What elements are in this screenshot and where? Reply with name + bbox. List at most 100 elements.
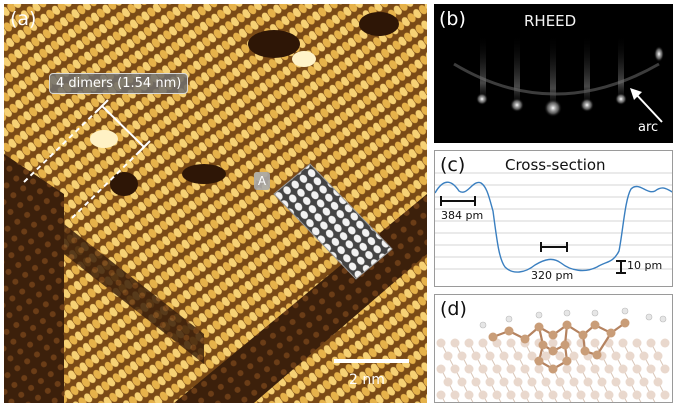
substrate-atom xyxy=(660,364,670,374)
substrate-atom xyxy=(625,351,635,361)
terrace-surface xyxy=(4,4,427,403)
substrate-atom xyxy=(534,364,544,374)
cross-section-plot xyxy=(435,172,672,274)
substrate-atom xyxy=(639,351,649,361)
substrate-atom xyxy=(506,364,516,374)
diffraction-spot xyxy=(510,98,524,112)
dimer-measure-line xyxy=(101,105,145,148)
substrate-atom xyxy=(660,390,670,400)
substrate-atom xyxy=(548,338,558,348)
substrate-atom xyxy=(604,390,614,400)
substrate-atom xyxy=(485,351,495,361)
panel-label: (d) xyxy=(440,298,467,320)
substrate-atom xyxy=(639,377,649,387)
panel-label: (a) xyxy=(10,8,37,30)
substrate-atom xyxy=(660,338,670,348)
height-profile xyxy=(435,181,672,273)
diffraction-spot xyxy=(654,46,664,62)
substrate-atom xyxy=(471,351,481,361)
substrate-atom xyxy=(632,338,642,348)
period-label-center: 320 pm xyxy=(531,269,574,282)
substrate-atom xyxy=(576,364,586,374)
substrate-atom xyxy=(499,351,509,361)
substrate-atom xyxy=(457,377,467,387)
substrate-atom xyxy=(653,377,663,387)
height-label: 10 pm xyxy=(627,259,663,272)
arc-arrowhead xyxy=(630,88,642,100)
substrate-atom xyxy=(653,351,663,361)
substrate-atom xyxy=(450,364,460,374)
measure-bars xyxy=(440,196,626,274)
substrate-atom xyxy=(478,364,488,374)
substrate-atom xyxy=(492,390,502,400)
substrate-atom xyxy=(443,377,453,387)
cross-section-panel: (c) Cross-section 384 pm 320 pm 10 pm xyxy=(434,150,673,287)
substrate-atom xyxy=(436,364,446,374)
substrate-atom xyxy=(492,364,502,374)
trench-lower xyxy=(64,224,204,364)
substrate-atom xyxy=(618,364,628,374)
vacancy-patch xyxy=(110,172,138,196)
substrate-atom xyxy=(436,390,446,400)
period-label-left: 384 pm xyxy=(441,209,484,222)
substrate-atom xyxy=(471,377,481,387)
substrate-atom xyxy=(527,377,537,387)
dimer-extent-dashed xyxy=(23,105,103,183)
substrate-atom xyxy=(534,390,544,400)
substrate-atom xyxy=(632,364,642,374)
substrate-atom xyxy=(576,390,586,400)
substrate-atom xyxy=(625,377,635,387)
rheed-pattern xyxy=(453,34,664,123)
substrate-atom xyxy=(597,377,607,387)
adsorbate-atoms xyxy=(488,318,630,374)
simulation-inset xyxy=(273,163,393,280)
atomic-model xyxy=(436,307,670,402)
vacancy-patch xyxy=(359,12,399,36)
bright-adatom xyxy=(90,130,118,148)
diffraction-spot xyxy=(544,99,562,117)
substrate-atom xyxy=(464,364,474,374)
rheed-panel: (b) RHEED arc xyxy=(434,4,673,143)
substrate-atom xyxy=(555,377,565,387)
arc-label: arc xyxy=(638,120,659,135)
substrate-atom xyxy=(520,364,530,374)
site-label: A xyxy=(254,172,270,190)
substrate-atom xyxy=(611,377,621,387)
substrate-atom xyxy=(485,377,495,387)
cross-section-title: Cross-section xyxy=(505,156,606,174)
trench-left xyxy=(4,154,64,403)
substrate-atom xyxy=(520,390,530,400)
substrate-atom xyxy=(590,364,600,374)
hydrogen-atoms xyxy=(479,307,667,329)
diffraction-spot xyxy=(476,93,488,105)
substrate-atom xyxy=(478,338,488,348)
substrate-atom xyxy=(464,390,474,400)
substrate-atom xyxy=(527,351,537,361)
atomic-model-panel: (d) xyxy=(434,294,673,403)
vacancy-patch xyxy=(182,164,226,184)
substrate-atom xyxy=(604,364,614,374)
substrate-atom xyxy=(450,390,460,400)
arc-arrow xyxy=(633,91,663,123)
substrate-atom xyxy=(457,351,467,361)
substrate-atom xyxy=(569,377,579,387)
substrate-atom xyxy=(618,390,628,400)
substrate-atom xyxy=(562,390,572,400)
substrate-atom xyxy=(506,390,516,400)
substrate-lattice xyxy=(436,338,670,402)
substrate-atom xyxy=(646,338,656,348)
diffraction-spot xyxy=(615,93,627,105)
substrate-atom xyxy=(590,390,600,400)
substrate-atom xyxy=(436,338,446,348)
substrate-atom xyxy=(513,351,523,361)
substrate-atom xyxy=(464,338,474,348)
panel-label: (b) xyxy=(439,8,466,30)
substrate-atom xyxy=(583,377,593,387)
substrate-atom xyxy=(618,338,628,348)
substrate-atom xyxy=(506,338,516,348)
scale-bar-label: 2 nm xyxy=(349,372,385,388)
substrate-atom xyxy=(541,351,551,361)
substrate-atom xyxy=(541,377,551,387)
substrate-atom xyxy=(555,351,565,361)
substrate-atom xyxy=(548,390,558,400)
